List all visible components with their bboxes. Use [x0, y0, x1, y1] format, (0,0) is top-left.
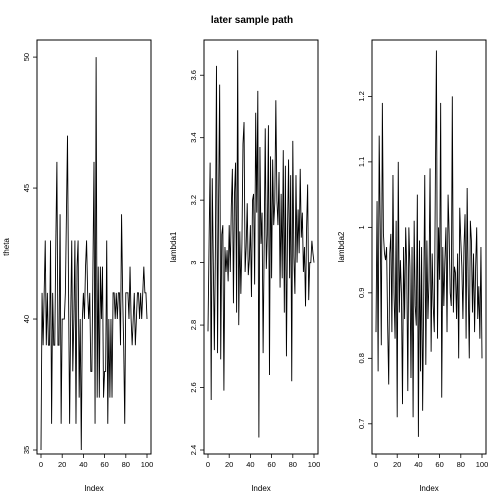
y-tick-label-theta: 45 — [22, 184, 31, 192]
series-line-lambda2 — [375, 50, 483, 437]
y-tick-label-lambda1: 2.8 — [189, 320, 198, 330]
plot-frame-lambda2 — [371, 39, 487, 455]
panel-lambda2: 0.7 0.8 0.9 1 1.1 1.2 0 20 40 60 80 100 Index lamb… — [337, 39, 488, 493]
x-axis-label-theta: Index — [84, 484, 104, 493]
x-tick-label-lambda2: 20 — [393, 460, 401, 469]
x-tick-label-lambda2: 0 — [374, 460, 378, 469]
x-tick-label-theta: 0 — [39, 460, 43, 469]
y-ticks-lambda1: 2.4 2.6 2.8 3 3.2 3.4 3.6 — [189, 70, 204, 455]
y-tick-label-lambda1: 3.2 — [189, 195, 198, 205]
y-axis-label-lambda1: lambda1 — [169, 231, 178, 262]
x-tick-label-theta: 60 — [100, 460, 108, 469]
y-tick-label-lambda1: 3 — [189, 261, 198, 265]
y-tick-label-theta: 35 — [22, 446, 31, 454]
y-tick-label-lambda2: 0.9 — [357, 288, 366, 298]
x-tick-label-theta: 80 — [122, 460, 130, 469]
series-line-theta — [40, 57, 148, 451]
panel-theta: 35 40 45 50 0 20 40 60 80 100 Index theta — [2, 39, 153, 493]
y-tick-label-theta: 50 — [22, 53, 31, 61]
plot-frame-lambda1 — [203, 39, 319, 455]
y-tick-label-lambda2: 1 — [357, 225, 366, 229]
y-ticks-theta: 35 40 45 50 — [22, 53, 37, 454]
x-axis-label-lambda2: Index — [419, 484, 439, 493]
y-tick-label-lambda2: 1.1 — [357, 157, 366, 167]
x-ticks-theta: 0 20 40 60 80 100 — [39, 454, 153, 469]
x-tick-label-lambda1: 20 — [225, 460, 233, 469]
x-tick-label-lambda2: 80 — [457, 460, 465, 469]
y-tick-label-lambda1: 3.4 — [189, 132, 198, 142]
y-axis-label-theta: theta — [2, 238, 11, 256]
x-tick-label-lambda1: 80 — [289, 460, 297, 469]
x-tick-label-lambda2: 60 — [435, 460, 443, 469]
plot-frame-theta — [36, 39, 152, 455]
x-tick-label-theta: 20 — [58, 460, 66, 469]
x-tick-label-lambda1: 60 — [267, 460, 275, 469]
y-tick-label-lambda1: 2.6 — [189, 382, 198, 392]
y-tick-label-lambda1: 2.4 — [189, 445, 198, 455]
x-tick-label-lambda1: 100 — [308, 460, 321, 469]
x-ticks-lambda2: 0 20 40 60 80 100 — [374, 454, 488, 469]
x-tick-label-lambda2: 100 — [476, 460, 489, 469]
y-tick-label-theta: 40 — [22, 315, 31, 323]
y-tick-label-lambda1: 3.6 — [189, 70, 198, 80]
x-tick-label-lambda1: 0 — [206, 460, 210, 469]
x-tick-label-lambda1: 40 — [246, 460, 254, 469]
figure-title: later sample path — [211, 15, 293, 26]
x-tick-label-theta: 100 — [141, 460, 154, 469]
y-tick-label-lambda2: 0.8 — [357, 353, 366, 363]
x-tick-label-lambda2: 40 — [414, 460, 422, 469]
y-ticks-lambda2: 0.7 0.8 0.9 1 1.1 1.2 — [357, 91, 372, 429]
y-axis-label-lambda2: lambda2 — [337, 231, 346, 262]
y-tick-label-lambda2: 0.7 — [357, 419, 366, 429]
panel-lambda1: 2.4 2.6 2.8 3 3.2 3.4 3.6 0 20 40 60 80 100 Index l… — [169, 39, 320, 493]
x-ticks-lambda1: 0 20 40 60 80 100 — [206, 454, 320, 469]
y-tick-label-lambda2: 1.2 — [357, 91, 366, 101]
x-tick-label-theta: 40 — [79, 460, 87, 469]
x-axis-label-lambda1: Index — [251, 484, 271, 493]
series-line-lambda1 — [207, 50, 315, 438]
